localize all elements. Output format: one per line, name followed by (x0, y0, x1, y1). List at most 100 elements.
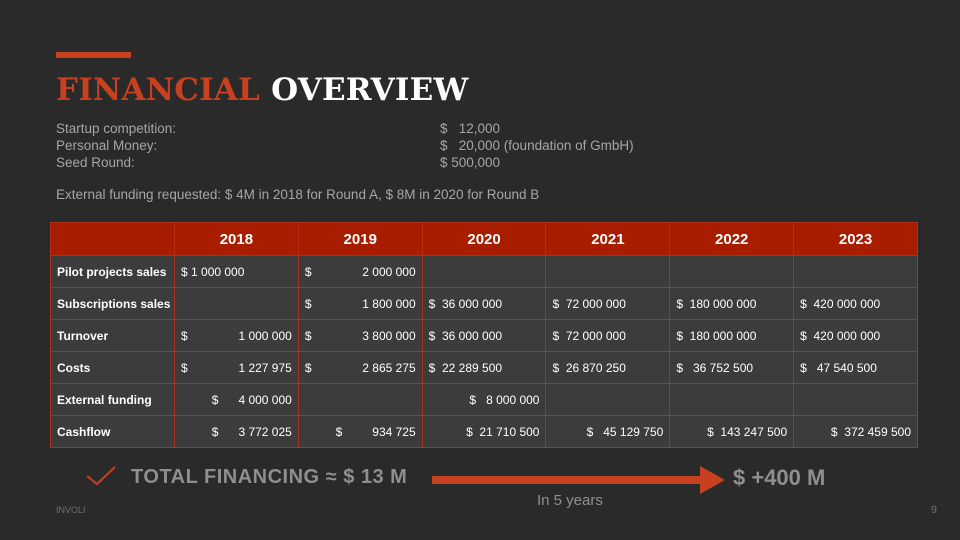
cell-value: $ 21 710 500 (466, 424, 540, 439)
table-row: Cashflow $ 3 772 025 $ 934 725 $ 21 710 500… (50, 415, 918, 448)
cell-value: $2 000 000 (304, 264, 416, 279)
table-cell: $ 45 129 750 (545, 415, 671, 448)
cell-value: $1 800 000 (304, 296, 416, 311)
cell-value: $ 143 247 500 (707, 424, 788, 439)
cell-value: $1 227 975 (181, 360, 292, 375)
table-cell: $ 21 710 500 (421, 415, 547, 448)
table-cell: $ 420 000 000 (793, 287, 918, 320)
header-corner (50, 222, 175, 256)
funding-row: Personal Money: $ 20,000 (foundation of … (56, 137, 756, 154)
table-cell (545, 255, 671, 288)
header-year: 2019 (297, 222, 423, 256)
table-cell: $1 227 975 (174, 351, 299, 384)
table-cell: $ 26 870 250 (545, 351, 671, 384)
slide-title: FINANCIAL OVERVIEW (56, 70, 468, 110)
header-year: 2022 (669, 222, 795, 256)
funding-value: $ 500,000 (440, 155, 501, 170)
header-year: 2021 (545, 222, 671, 256)
funding-label: Startup competition: (56, 121, 177, 136)
header-year: 2020 (421, 222, 547, 256)
cell-value: $ 372 459 500 (830, 424, 911, 439)
funding-label: Personal Money: (56, 138, 158, 153)
cell-value: $3 800 000 (304, 328, 416, 343)
table-cell: $ 72 000 000 (545, 319, 671, 352)
table-cell: $1 800 000 (297, 287, 423, 320)
cell-value: $ 36 000 000 (428, 296, 503, 311)
row-label: Pilot projects sales (50, 255, 175, 288)
table-cell: $ 8 000 000 (421, 383, 547, 416)
cell-value: $ 26 870 250 (552, 360, 626, 375)
table-cell: $3 800 000 (297, 319, 423, 352)
row-label: Costs (50, 351, 175, 384)
table-cell: $ 4 000 000 (174, 383, 299, 416)
table-row: External funding $ 4 000 000 $ 8 000 000 (50, 383, 918, 416)
table-row: Costs $1 227 975 $2 865 275 $ 22 289 500 $ 2… (50, 351, 918, 384)
check-icon (86, 466, 116, 486)
cell-value: $1 000 000 (181, 328, 292, 343)
title-part-1: FINANCIAL (56, 72, 261, 108)
cell-value: $ 420 000 000 (800, 328, 881, 343)
brand-name: INVOLI (56, 505, 86, 515)
cell-value: $ 72 000 000 (552, 296, 626, 311)
table-cell: $ 143 247 500 (669, 415, 795, 448)
table-cell: $2 000 000 (297, 255, 423, 288)
cell-value: $ 36 752 500 (676, 360, 754, 375)
row-label: Subscriptions sales (50, 287, 175, 320)
cell-value: $ 45 129 750 (586, 424, 664, 439)
external-funding-note: External funding requested: $ 4M in 2018… (56, 187, 540, 202)
table-cell: $ 420 000 000 (793, 319, 918, 352)
cell-value: $ 8 000 000 (469, 392, 540, 407)
title-part-2: OVERVIEW (271, 72, 469, 108)
row-label: External funding (50, 383, 175, 416)
table-cell: $ 22 289 500 (421, 351, 547, 384)
table-cell (545, 383, 671, 416)
table-cell: $ 934 725 (297, 415, 423, 448)
table-cell: $ 36 000 000 (421, 319, 547, 352)
table-cell: $ 180 000 000 (669, 287, 795, 320)
projected-result: $ +400 M (733, 465, 826, 490)
years-note: In 5 years (537, 492, 603, 509)
table-cell: $ 36 752 500 (669, 351, 795, 384)
funding-value: $ 12,000 (440, 121, 501, 136)
funding-value: $ 20,000 (foundation of GmbH) (440, 138, 634, 153)
cell-value: $2 865 275 (304, 360, 416, 375)
arrow-right-icon (432, 466, 725, 494)
table-cell (669, 383, 795, 416)
table-cell (174, 287, 299, 320)
table-row: Subscriptions sales $1 800 000 $ 36 000 00… (50, 287, 918, 320)
cell-value: $ 420 000 000 (800, 296, 881, 311)
cell-value: $ 36 000 000 (428, 328, 503, 343)
funding-row: Startup competition: $ 12,000 (56, 120, 756, 137)
table-row: Pilot projects sales $ 1 000 000 $2 000 00… (50, 255, 918, 288)
table-cell: $1 000 000 (174, 319, 299, 352)
row-label: Turnover (50, 319, 175, 352)
table-header-row: 2018 2019 2020 2021 2022 2023 (50, 222, 918, 256)
funding-list: Startup competition: $ 12,000 Personal M… (56, 120, 756, 171)
cell-value: $ 180 000 000 (676, 296, 757, 311)
cell-value: $ 1 000 000 (181, 264, 245, 279)
table-cell: $ 180 000 000 (669, 319, 795, 352)
cell-value: $ 934 725 (335, 424, 416, 439)
cell-value: $ 22 289 500 (428, 360, 503, 375)
title-accent-bar (56, 52, 131, 58)
page-number: 9 (930, 504, 937, 516)
cell-value: $ 180 000 000 (676, 328, 757, 343)
funding-row: Seed Round: $ 500,000 (56, 154, 756, 171)
table-cell: $ 36 000 000 (421, 287, 547, 320)
table-cell: $ 3 772 025 (174, 415, 299, 448)
total-financing: TOTAL FINANCING ≈ $ 13 M (131, 466, 408, 488)
table-cell: $ 372 459 500 (793, 415, 918, 448)
cell-value: $ 72 000 000 (552, 328, 626, 343)
table-cell (421, 255, 547, 288)
header-year: 2018 (174, 222, 299, 256)
table-cell: $ 1 000 000 (174, 255, 299, 288)
table-row: Turnover $1 000 000 $3 800 000 $ 36 000 000… (50, 319, 918, 352)
table-cell: $2 865 275 (297, 351, 423, 384)
table-cell (793, 383, 918, 416)
cell-value: $ 47 540 500 (800, 360, 877, 375)
funding-label: Seed Round: (56, 155, 135, 170)
table-cell: $ 72 000 000 (545, 287, 671, 320)
table-cell (669, 255, 795, 288)
cell-value: $ 3 772 025 (211, 424, 292, 439)
cell-value: $ 4 000 000 (211, 392, 292, 407)
